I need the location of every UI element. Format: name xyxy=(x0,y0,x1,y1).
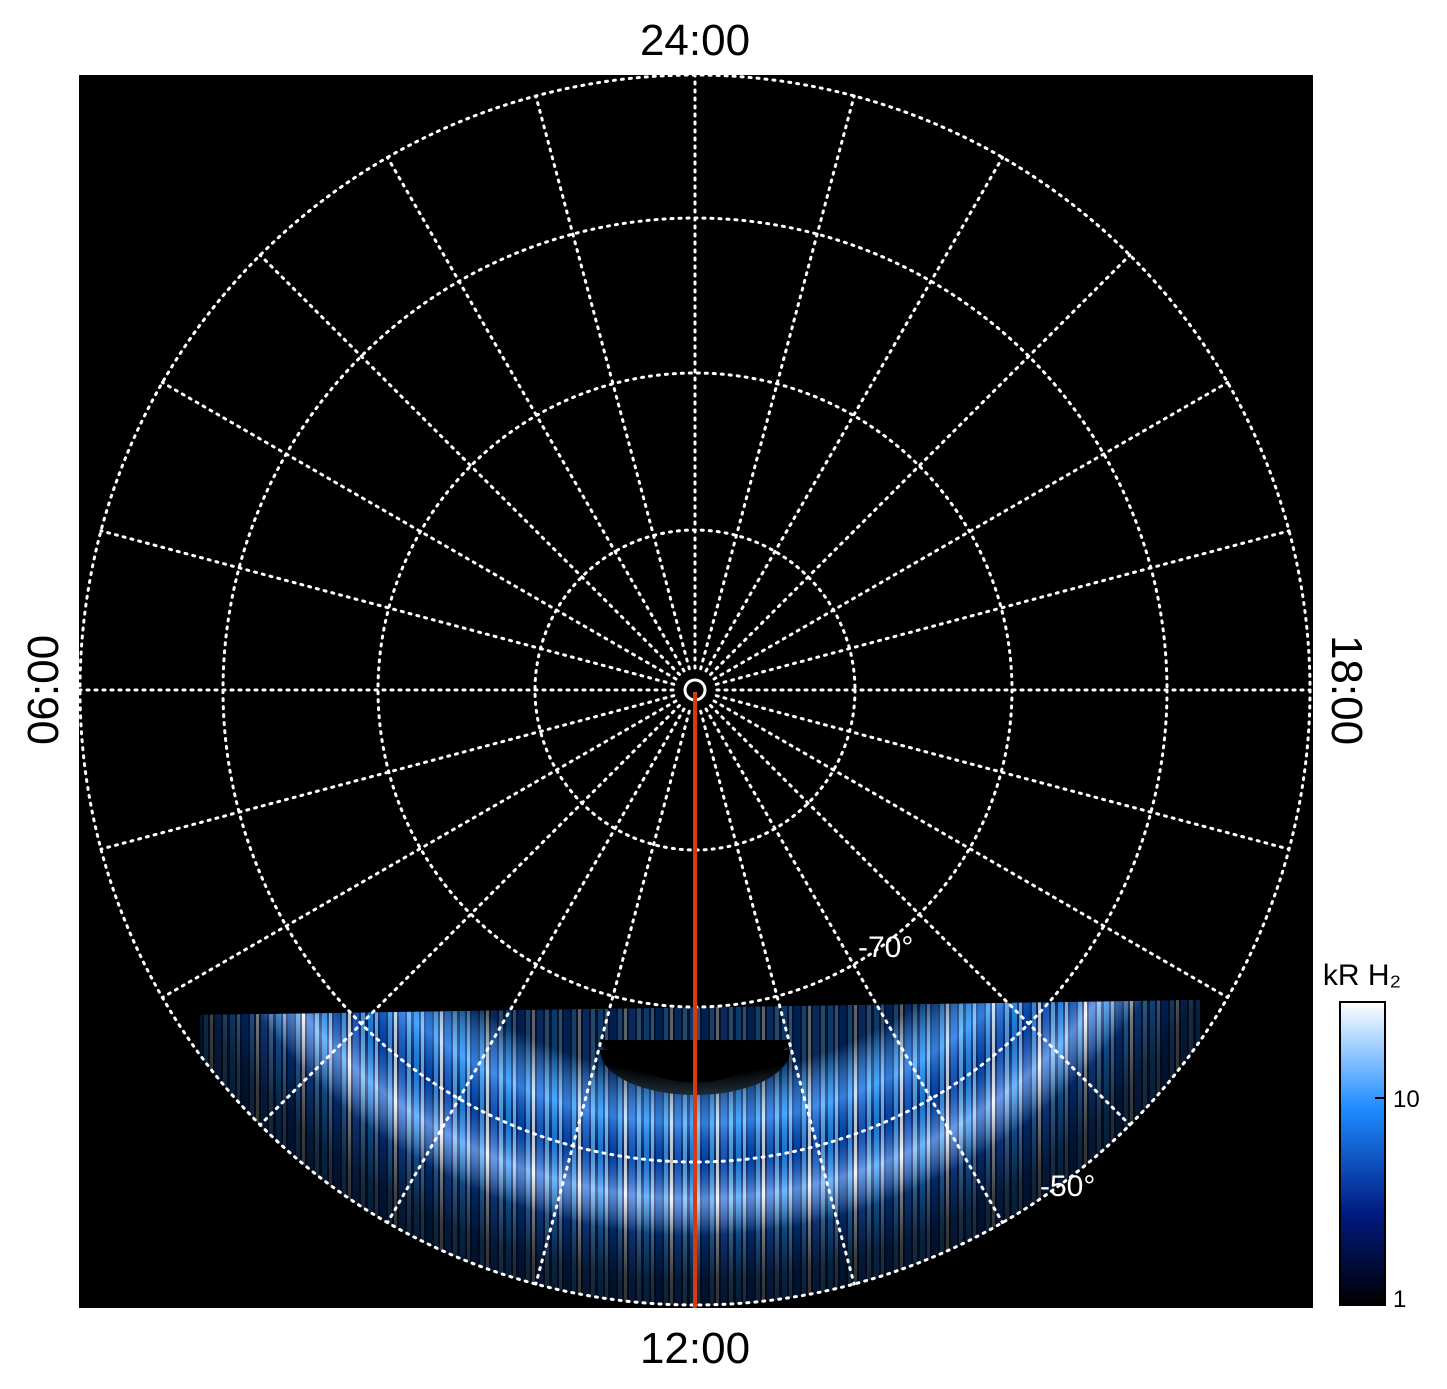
emission xyxy=(200,1000,1200,1305)
meridian xyxy=(714,529,1291,686)
colorbar-title: kR H₂ xyxy=(1323,959,1401,992)
top-label: 24:00 xyxy=(640,16,750,65)
meridian xyxy=(386,155,686,673)
meridian xyxy=(714,694,1291,851)
meridian xyxy=(258,253,681,676)
colorbar-tick-label: 1 xyxy=(1393,1286,1406,1313)
meridian xyxy=(699,94,856,671)
meridian xyxy=(704,155,1004,673)
meridian xyxy=(160,381,678,681)
meridian xyxy=(712,699,1230,999)
colorbar xyxy=(1339,1001,1386,1306)
right-label: 18:00 xyxy=(1322,635,1371,745)
meridian xyxy=(704,707,1004,1225)
meridian xyxy=(99,694,676,851)
meridian xyxy=(160,699,678,999)
meridian xyxy=(709,253,1132,676)
meridian xyxy=(699,709,856,1286)
latitude-label: -50° xyxy=(1040,1170,1095,1203)
bottom-label: 12:00 xyxy=(640,1324,750,1373)
meridian xyxy=(386,707,686,1225)
left-label: 06:00 xyxy=(19,635,68,745)
meridian xyxy=(534,94,691,671)
meridian xyxy=(99,529,676,686)
colorbar-tick-label: 10 xyxy=(1393,1086,1420,1113)
meridian xyxy=(534,709,691,1286)
meridian xyxy=(258,704,681,1127)
grid xyxy=(78,73,1312,1307)
meridian xyxy=(712,381,1230,681)
meridian xyxy=(709,704,1132,1127)
latitude-label: -70° xyxy=(858,931,913,964)
